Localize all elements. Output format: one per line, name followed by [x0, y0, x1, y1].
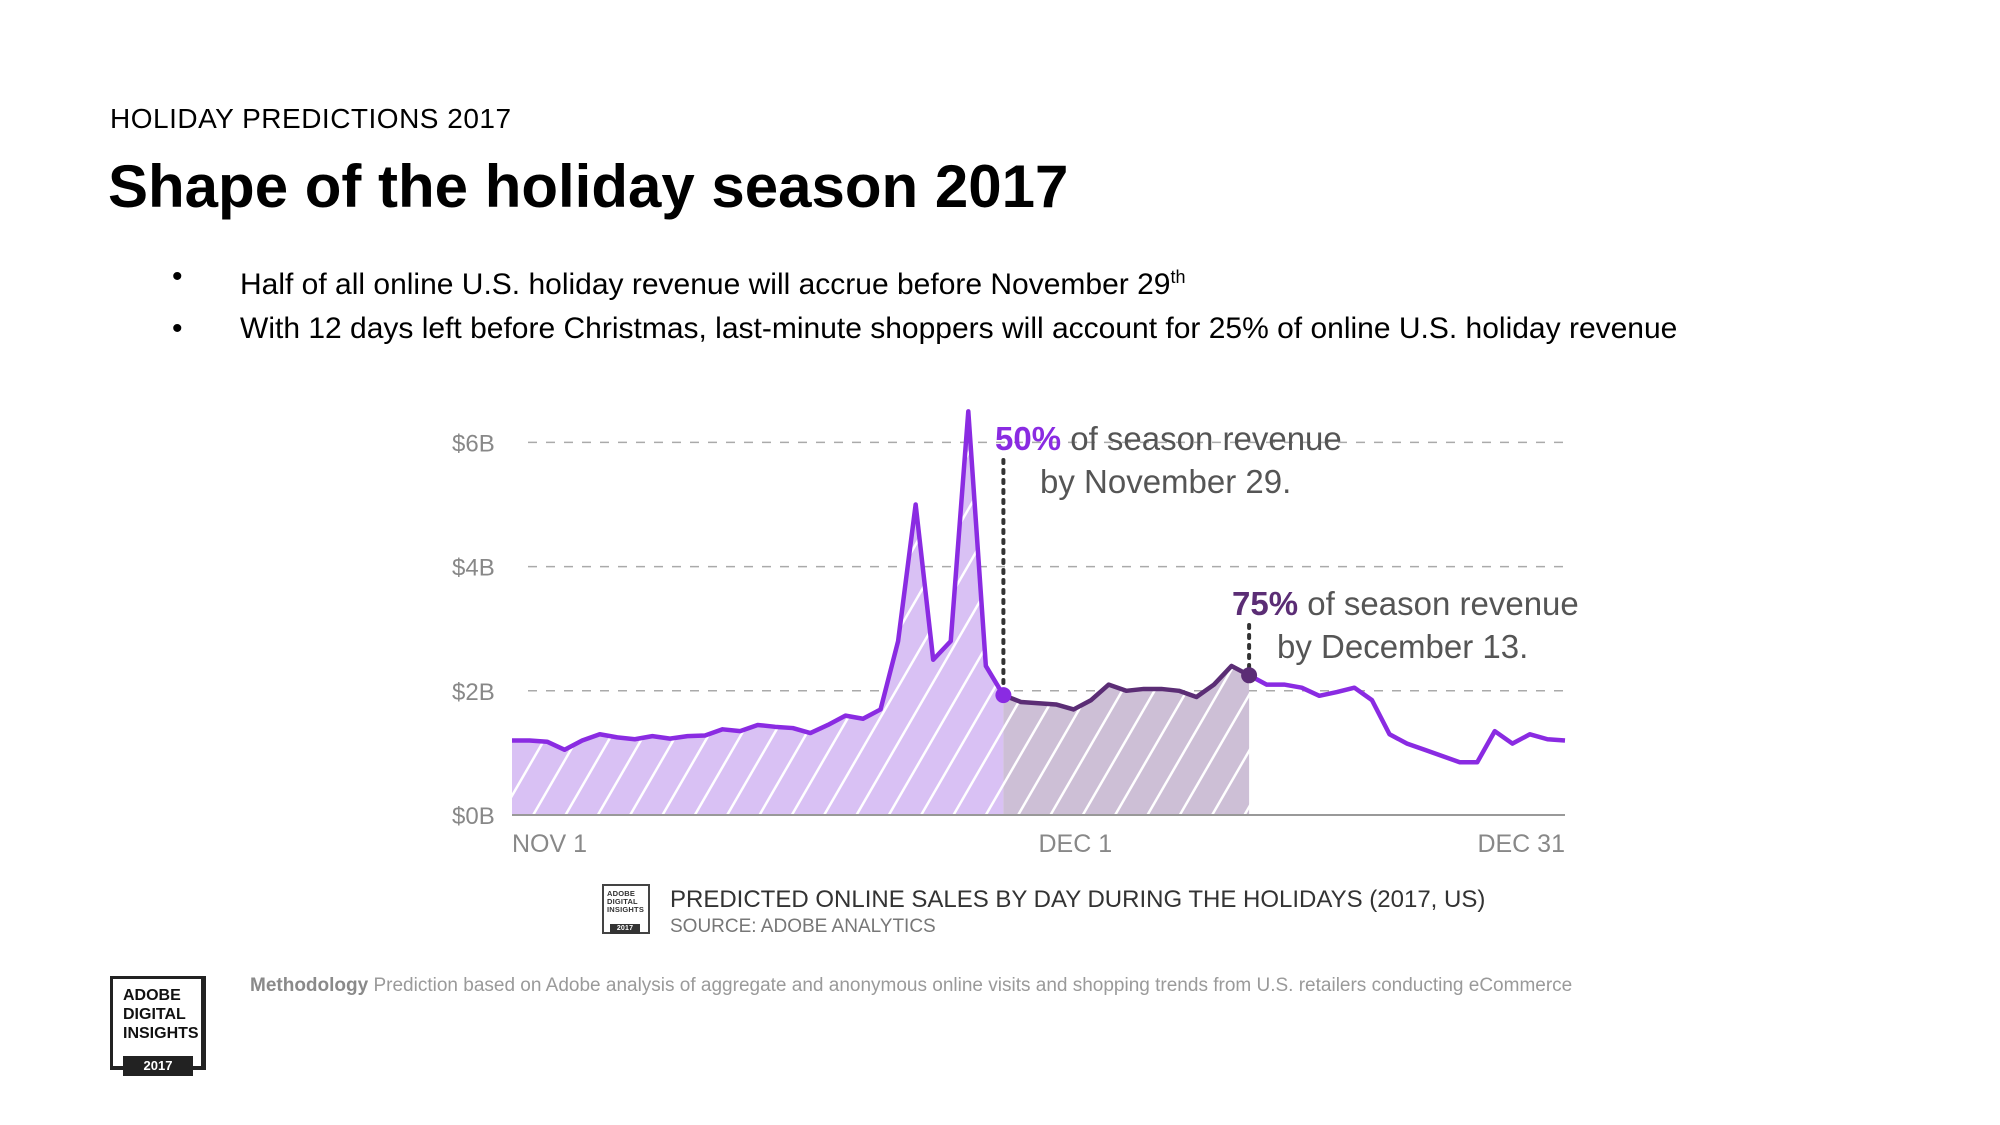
badge-line: INSIGHTS [607, 905, 645, 914]
annotation-percent: 50% [995, 420, 1061, 457]
y-tick-label: $2B [452, 679, 495, 706]
y-tick-label: $4B [452, 555, 495, 582]
methodology-text: Prediction based on Adobe analysis of ag… [368, 975, 1573, 996]
y-tick-label: $0B [452, 803, 495, 830]
x-tick-label: DEC 31 [1477, 830, 1565, 858]
annotation-line1: of season revenue [1298, 585, 1579, 622]
y-tick-label: $6B [452, 430, 495, 457]
annotation-line1: of season revenue [1061, 420, 1342, 457]
x-tick-label: DEC 1 [1039, 830, 1113, 858]
area-to-75-percent [1003, 665, 1250, 815]
chart-annotations: 50% of season revenue by November 29. 75% … [995, 420, 1579, 704]
series-line [512, 409, 1006, 753]
badge-line: DIGITAL [607, 897, 638, 906]
chart-lines [512, 409, 1566, 765]
annotation-percent: 75% [1232, 585, 1298, 622]
annotation-dot [995, 687, 1012, 704]
series-line-highlight [1002, 663, 1251, 712]
methodology-note: Methodology Prediction based on Adobe an… [250, 975, 1572, 997]
annotation-line2: by November 29. [1040, 463, 1291, 500]
bullet-text: With 12 days left before Christmas, last… [240, 312, 1678, 345]
bullet-superscript: th [1170, 267, 1186, 287]
badge-line: INSIGHTS [123, 1025, 199, 1042]
adobe-insights-logo: ADOBE DIGITAL INSIGHTS 2017 [110, 976, 206, 1076]
adobe-insights-logo-small: ADOBE DIGITAL INSIGHTS 2017 [602, 884, 650, 934]
badge-line: DIGITAL [123, 1006, 186, 1023]
series-line [1248, 673, 1566, 765]
bullet-item: With 12 days left before Christmas, last… [172, 307, 1677, 351]
eyebrow-title: HOLIDAY PREDICTIONS 2017 [110, 103, 512, 134]
badge-year: 2017 [123, 1056, 193, 1076]
badge-line: ADOBE [123, 987, 181, 1004]
bullet-list: Half of all online U.S. holiday revenue … [172, 255, 1677, 351]
chart-title: PREDICTED ONLINE SALES BY DAY DURING THE… [670, 886, 1486, 913]
methodology-label: Methodology [250, 975, 369, 996]
bullet-text: Half of all online U.S. holiday revenue … [240, 268, 1171, 301]
area-first-half [512, 411, 1004, 815]
chart-areas [512, 411, 1250, 815]
chart-axes: NOV 1 DEC 1 DEC 31 [512, 814, 1565, 858]
page-title: Shape of the holiday season 2017 [108, 153, 1069, 220]
annotation-text: 75% of season revenue [1232, 585, 1579, 622]
annotation-line2: by December 13. [1277, 628, 1528, 665]
badge-line: ADOBE [607, 889, 636, 898]
annotation-text: 50% of season revenue [995, 420, 1342, 457]
badge-year: 2017 [610, 924, 640, 934]
bullet-item: Half of all online U.S. holiday revenue … [172, 255, 1677, 307]
chart-gridlines: $0B $2B $4B $6B [452, 430, 1565, 830]
chart-source: SOURCE: ADOBE ANALYTICS [670, 916, 936, 937]
annotation-dot [1241, 667, 1258, 684]
x-tick-label: NOV 1 [512, 830, 587, 858]
